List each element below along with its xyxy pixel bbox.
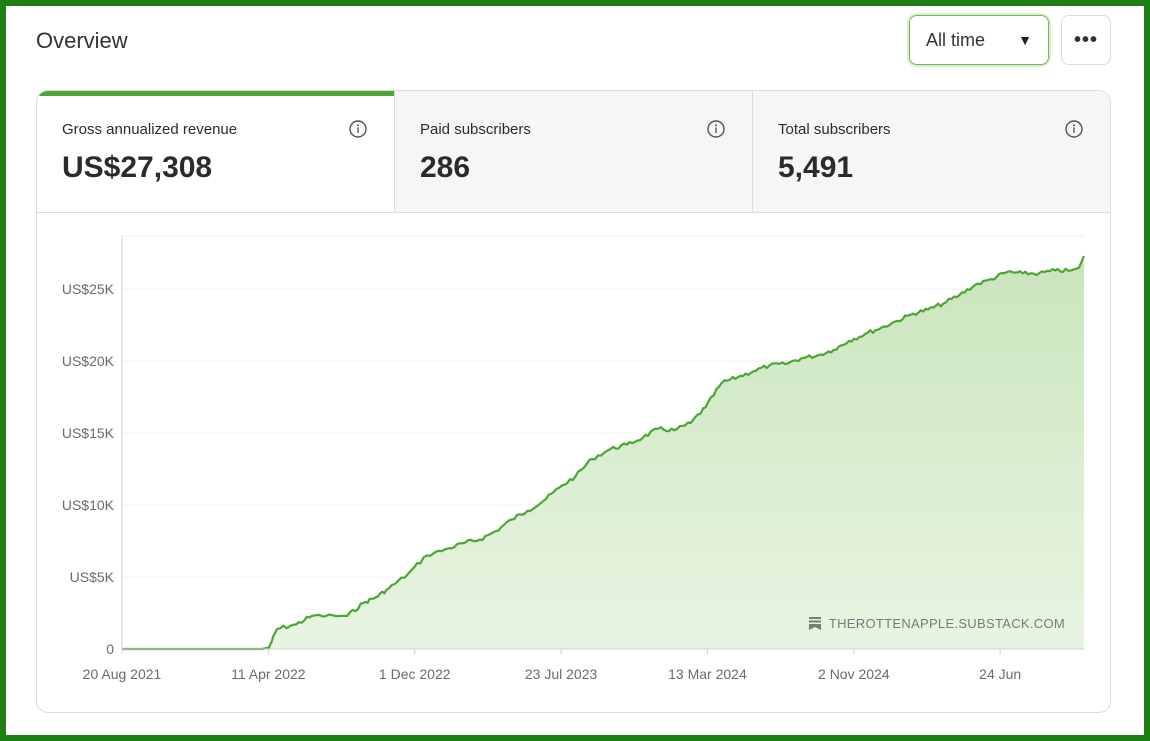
data-point (527, 510, 528, 511)
stat-total-subscribers[interactable]: Total subscribers 5,491 (752, 91, 1110, 212)
substack-icon (808, 617, 821, 630)
data-point (375, 597, 376, 598)
stat-value: US$27,308 (62, 151, 213, 184)
data-point (407, 574, 408, 575)
revenue-chart: 0 US$5K US$10K US$15K US$20K US$25K 20 Aug 202… (37, 212, 1110, 712)
data-point (426, 555, 427, 556)
data-point (1022, 273, 1023, 274)
revenue-line (122, 255, 1086, 651)
data-point (295, 624, 296, 625)
stat-value: 5,491 (778, 151, 854, 184)
data-point (833, 349, 834, 350)
ellipsis-icon: ••• (1073, 28, 1098, 51)
data-point (959, 294, 960, 295)
y-tick-label: US$15K (62, 425, 115, 441)
data-point (848, 340, 849, 341)
time-range-value: All time (926, 29, 986, 50)
stat-label: Gross annualized revenue (62, 121, 238, 138)
data-point (495, 530, 496, 531)
data-point (817, 355, 818, 356)
data-point (268, 647, 269, 648)
data-point (610, 448, 611, 449)
data-point (975, 284, 976, 285)
stat-paid-subscribers[interactable]: Paid subscribers 286 (394, 91, 752, 212)
data-point (738, 376, 739, 377)
stat-label: Total subscribers (778, 121, 891, 138)
data-point (991, 279, 992, 280)
overview-card: Gross annualized revenue US$27,308 Paid … (36, 90, 1111, 713)
data-point (626, 444, 627, 445)
data-point (575, 476, 576, 477)
stat-label: Paid subscribers (420, 121, 531, 138)
stat-gross-revenue[interactable]: Gross annualized revenue US$27,308 (37, 91, 394, 212)
data-point (543, 500, 544, 501)
caret-down-icon: ▼ (1018, 32, 1032, 48)
time-range-dropdown[interactable]: All time ▼ (909, 15, 1049, 65)
x-tick-label: 1 Dec 2022 (379, 666, 451, 682)
data-point (511, 519, 512, 520)
y-tick-label: US$5K (70, 569, 115, 585)
data-point (657, 428, 658, 429)
info-icon[interactable] (1065, 120, 1083, 138)
chart-svg: 0 US$5K US$10K US$15K US$20K US$25K 20 Aug 202… (62, 235, 1086, 682)
data-point (690, 423, 691, 424)
x-tick-label: 23 Jul 2023 (525, 666, 598, 682)
y-tick-label: US$25K (62, 281, 115, 297)
data-point (705, 407, 706, 408)
data-point (784, 364, 785, 365)
x-tick-label: 11 Apr 2022 (231, 666, 306, 682)
data-point (674, 430, 675, 431)
data-point (896, 320, 897, 321)
data-point (928, 309, 929, 310)
y-tick-label: 0 (106, 641, 114, 657)
data-point (449, 548, 450, 549)
y-tick-label: US$20K (62, 353, 115, 369)
data-point (479, 539, 480, 540)
y-tick-label: US$10K (62, 497, 115, 513)
data-point (1078, 267, 1079, 268)
watermark-text: THEROTTENAPPLE.SUBSTACK.COM (828, 616, 1065, 631)
data-point (865, 333, 866, 334)
data-point (1070, 270, 1071, 271)
page-title: Overview (36, 28, 128, 53)
data-point (312, 615, 313, 616)
more-options-button[interactable]: ••• (1061, 15, 1111, 65)
data-point (347, 615, 348, 616)
data-point (388, 588, 389, 589)
substack-watermark: THEROTTENAPPLE.SUBSTACK.COM (808, 616, 1065, 631)
revenue-area (122, 256, 1084, 649)
x-tick-label: 13 Mar 2024 (668, 666, 747, 682)
x-tick-label: 24 Jun (979, 666, 1021, 682)
x-tick-label: 2 Nov 2024 (818, 666, 890, 682)
data-point (465, 542, 466, 543)
data-point (880, 328, 881, 329)
data-point (363, 602, 364, 603)
stats-row: Gross annualized revenue US$27,308 Paid … (37, 91, 1110, 213)
data-point (1038, 273, 1039, 274)
data-point (642, 437, 643, 438)
data-point (559, 487, 560, 488)
data-point (277, 628, 278, 629)
data-point (1055, 270, 1056, 271)
data-point (769, 365, 770, 366)
data-point (1083, 255, 1084, 256)
data-point (1007, 271, 1008, 272)
data-point (721, 382, 722, 383)
stat-value: 286 (420, 151, 471, 184)
data-point (943, 303, 944, 304)
data-point (591, 458, 592, 459)
info-icon[interactable] (707, 120, 725, 138)
data-point (801, 358, 802, 359)
data-point (753, 371, 754, 372)
x-tick-label: 20 Aug 2021 (83, 666, 162, 682)
info-icon[interactable] (349, 120, 367, 138)
data-point (913, 313, 914, 314)
